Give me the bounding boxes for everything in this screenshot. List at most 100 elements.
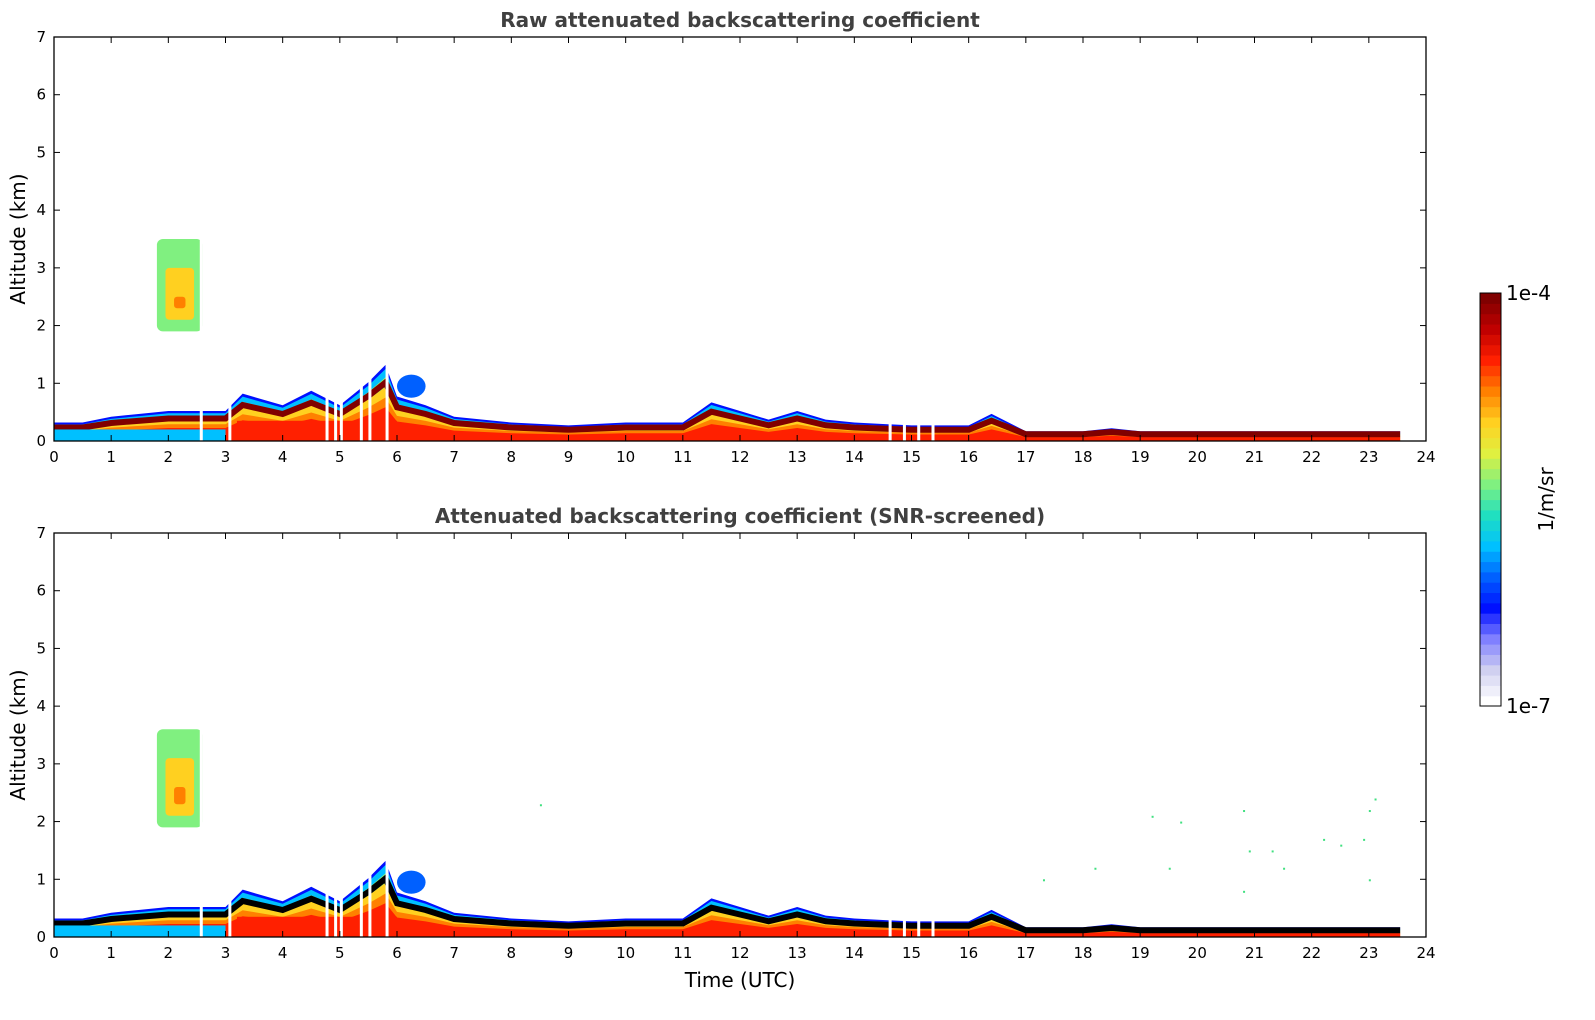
colorbar: 1e-4 1e-7 1/m/sr bbox=[1479, 281, 1558, 718]
data-gap bbox=[334, 533, 338, 937]
y-tick-label: 5 bbox=[36, 143, 46, 161]
isolated-signal-pixel bbox=[1180, 821, 1183, 824]
x-axis: 0 1 2 3 4 5 6 7 8 9 10 11 12 13 14 15 16 17 18 19 20 21 22 23 24 bbox=[49, 37, 1436, 466]
y-tick-label: 7 bbox=[36, 28, 46, 46]
x-tick-label: 4 bbox=[278, 944, 288, 962]
x-tick-label: 8 bbox=[507, 944, 517, 962]
elevated-aerosol-core bbox=[174, 786, 186, 805]
colorbar-max-label: 1e-4 bbox=[1506, 281, 1551, 305]
small-plume bbox=[397, 870, 426, 894]
y-tick-label: 6 bbox=[36, 582, 46, 600]
x-axis: 0 1 2 3 4 5 6 7 8 9 10 11 12 13 14 15 16 17 18 19 20 21 22 23 24 bbox=[49, 533, 1436, 962]
signal-fade bbox=[54, 37, 1026, 407]
x-tick-label: 21 bbox=[1245, 448, 1264, 466]
x-tick-label: 17 bbox=[1016, 448, 1035, 466]
y-tick-label: 1 bbox=[36, 870, 46, 888]
colorbar-swatch bbox=[1480, 478, 1501, 490]
data-gap bbox=[325, 533, 329, 937]
x-tick-label: 2 bbox=[164, 448, 174, 466]
x-tick-label: 19 bbox=[1131, 448, 1150, 466]
data-gap bbox=[359, 37, 363, 441]
x-tick-label: 9 bbox=[564, 944, 574, 962]
y-tick-label: 5 bbox=[36, 639, 46, 657]
small-plume bbox=[397, 374, 426, 398]
x-tick-label: 18 bbox=[1073, 448, 1092, 466]
colorbar-swatch bbox=[1480, 416, 1501, 428]
data-gap bbox=[359, 533, 363, 937]
colorbar-swatch bbox=[1480, 540, 1501, 552]
chart-title: Attenuated backscattering coefficient (S… bbox=[435, 504, 1045, 528]
colorbar-swatch bbox=[1480, 489, 1501, 501]
colorbar-swatch bbox=[1480, 354, 1501, 366]
surface-layer bbox=[54, 429, 226, 441]
chart-title: Raw attenuated backscattering coefficien… bbox=[500, 8, 980, 32]
surface-layer bbox=[236, 916, 397, 937]
data-gap bbox=[917, 37, 921, 441]
data-gap bbox=[888, 533, 892, 937]
y-tick-label: 4 bbox=[36, 201, 46, 219]
boundary-layer bbox=[54, 364, 1401, 441]
y-axis: 0 1 2 3 4 5 6 7 bbox=[36, 524, 1426, 946]
colorbar-swatch bbox=[1480, 396, 1501, 408]
colorbar-swatch bbox=[1480, 623, 1501, 635]
y-tick-label: 0 bbox=[36, 432, 46, 450]
snr-screened-panel: Attenuated backscattering coefficient (S… bbox=[6, 504, 1436, 992]
x-tick-label: 23 bbox=[1359, 944, 1378, 962]
colorbar-swatch bbox=[1480, 447, 1501, 459]
x-tick-label: 14 bbox=[845, 944, 864, 962]
colorbar-frame bbox=[1479, 292, 1502, 707]
x-tick-label: 0 bbox=[49, 448, 59, 466]
y-tick-label: 3 bbox=[36, 259, 46, 277]
x-tick-label: 15 bbox=[902, 448, 921, 466]
y-tick-label: 1 bbox=[36, 374, 46, 392]
x-tick-label: 15 bbox=[902, 944, 921, 962]
x-tick-label: 2 bbox=[164, 944, 174, 962]
x-tick-label: 20 bbox=[1188, 448, 1207, 466]
x-tick-label: 13 bbox=[788, 944, 807, 962]
no-data-region bbox=[1400, 533, 1426, 937]
x-axis-label: Time (UTC) bbox=[684, 968, 796, 992]
colorbar-swatch bbox=[1480, 602, 1501, 614]
isolated-signal-pixel bbox=[1363, 838, 1366, 841]
isolated-signal-pixel bbox=[1368, 879, 1371, 882]
x-tick-label: 3 bbox=[221, 448, 231, 466]
x-tick-label: 20 bbox=[1188, 944, 1207, 962]
x-tick-label: 1 bbox=[106, 944, 116, 962]
x-tick-label: 10 bbox=[616, 448, 635, 466]
y-tick-label: 6 bbox=[36, 86, 46, 104]
data-gap bbox=[368, 533, 372, 937]
x-tick-label: 22 bbox=[1302, 448, 1321, 466]
x-tick-label: 14 bbox=[845, 448, 864, 466]
isolated-signal-pixel bbox=[1243, 890, 1246, 893]
data-gap bbox=[368, 37, 372, 441]
x-tick-label: 11 bbox=[673, 448, 692, 466]
colorbar-min-label: 1e-7 bbox=[1506, 694, 1551, 718]
data-gap bbox=[199, 37, 203, 441]
x-tick-label: 0 bbox=[49, 944, 59, 962]
boundary-layer bbox=[54, 860, 1401, 937]
y-tick-label: 2 bbox=[36, 317, 46, 335]
colorbar-swatch bbox=[1480, 520, 1501, 532]
x-tick-label: 10 bbox=[616, 944, 635, 962]
colorbar-swatch bbox=[1480, 437, 1501, 449]
data-gap bbox=[334, 37, 338, 441]
data-gap bbox=[917, 533, 921, 937]
isolated-signal-pixel bbox=[1248, 850, 1251, 853]
colorbar-swatch bbox=[1480, 633, 1501, 645]
x-tick-label: 5 bbox=[335, 944, 345, 962]
y-tick-label: 4 bbox=[36, 697, 46, 715]
colorbar-swatch bbox=[1480, 344, 1501, 356]
y-tick-label: 7 bbox=[36, 524, 46, 542]
isolated-signal-pixel bbox=[1243, 810, 1246, 813]
x-tick-label: 16 bbox=[959, 944, 978, 962]
signal-fade bbox=[1360, 37, 1401, 407]
x-tick-label: 6 bbox=[392, 944, 402, 962]
colorbar-scale bbox=[1480, 293, 1501, 707]
data-gap bbox=[228, 37, 232, 441]
data-gap bbox=[902, 533, 906, 937]
data-gap bbox=[339, 37, 343, 441]
isolated-signal-pixel bbox=[1151, 815, 1154, 818]
elevated-aerosol-core bbox=[165, 267, 195, 320]
data-gap bbox=[385, 533, 389, 937]
surface-layer bbox=[54, 925, 226, 937]
